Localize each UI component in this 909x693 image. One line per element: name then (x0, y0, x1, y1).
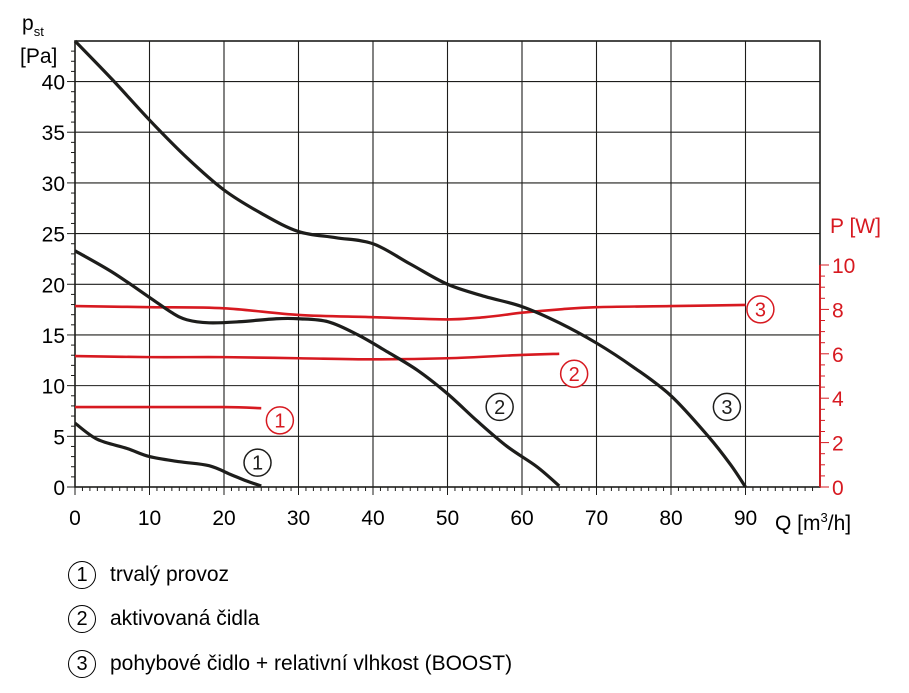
curve-label-text: 1 (252, 453, 263, 475)
x-tick-label: 60 (510, 507, 533, 530)
curve-label-text: 2 (569, 364, 580, 386)
y-right-tick-label: 4 (832, 388, 844, 411)
x-tick-label: 80 (659, 507, 682, 530)
y-right-tick-label: 2 (832, 433, 844, 456)
curve-label-circle (559, 359, 589, 389)
curve-label-right-1: 1 (265, 406, 295, 435)
tick-labels: 0 10 20 30 40 50 60 70 80 90 0 5 10 15 20 25 30 35 40 0 2 4 6 8… (42, 72, 856, 530)
curve-label-circle (485, 392, 514, 422)
curve-label-text: 2 (494, 397, 505, 419)
y-left-tick-label: 40 (42, 72, 65, 95)
curve-label-left-2: 2 (485, 392, 514, 422)
legend-marker-1: 1 (68, 561, 96, 589)
curve-label-right-2: 2 (559, 359, 589, 389)
pressure-curve-2 (74, 249, 561, 488)
legend-marker-2: 2 (68, 605, 96, 633)
legend-label-1: trvalý provoz (110, 563, 230, 586)
y-right-tick-label: 10 (832, 255, 855, 278)
curve-labels: 1 2 3 1 2 3 (243, 295, 775, 477)
y-left-tick-label: 5 (53, 426, 65, 449)
legend-item-2: 2 aktivovaná čidla (68, 605, 259, 633)
x-axis-title: Q [m3/h] (775, 510, 851, 535)
curve-label-left-1: 1 (243, 448, 272, 477)
y-left-tick-label: 35 (42, 122, 65, 145)
x-tick-label: 90 (734, 507, 757, 530)
curve-label-text: 1 (274, 410, 285, 432)
y-left-tick-label: 0 (53, 477, 65, 500)
legend-marker-3: 3 (68, 650, 96, 678)
y-left-tick-label: 25 (42, 224, 65, 247)
curve-label-left-3: 3 (712, 392, 742, 422)
x-tick-label: 10 (138, 507, 161, 530)
y-right-axis-title: P [W] (830, 215, 881, 238)
fan-performance-chart: 0 10 20 30 40 50 60 70 80 90 0 5 10 15 20 25 30 35 40 0 2 4 6 8… (20, 12, 881, 535)
tick-marks (67, 50, 829, 495)
power-curve-3 (74, 303, 746, 321)
curve-label-text: 3 (755, 299, 766, 321)
y-left-tick-label: 30 (42, 173, 65, 196)
curves (73, 39, 747, 488)
y-left-tick-label: 15 (42, 325, 65, 348)
legend-label-3: pohybové čidlo + relativní vlhkost (BOOS… (110, 652, 513, 675)
x-tick-label: 70 (585, 507, 608, 530)
y-left-tick-label: 10 (42, 376, 65, 399)
curve-label-circle (265, 406, 295, 435)
legend-item-1: 1 trvalý provoz (68, 561, 229, 589)
x-tick-label: 40 (361, 507, 384, 530)
curve-label-circle (243, 448, 272, 477)
legend-item-3: 3 pohybové čidlo + relativní vlhkost (BO… (68, 650, 512, 678)
power-curve-1 (75, 405, 262, 410)
x-tick-label: 30 (287, 507, 310, 530)
pressure-curve-3 (73, 39, 747, 488)
x-tick-label: 0 (69, 507, 81, 530)
y-right-tick-label: 8 (832, 299, 844, 322)
x-tick-label: 50 (436, 507, 459, 530)
y-right-tick-label: 0 (832, 477, 844, 500)
grid (74, 40, 821, 488)
y-left-axis-unit: [Pa] (20, 45, 57, 68)
y-left-axis-title: pst (22, 12, 44, 39)
curve-label-right-3: 3 (746, 295, 775, 324)
pressure-curve-1 (74, 421, 262, 488)
curve-label-text: 3 (721, 397, 732, 419)
power-curve-2 (74, 352, 560, 361)
x-tick-label: 20 (212, 507, 235, 530)
curve-label-circle (712, 392, 742, 422)
y-left-tick-label: 20 (42, 274, 65, 297)
y-right-tick-label: 6 (832, 344, 844, 367)
legend-label-2: aktivovaná čidla (110, 607, 260, 630)
curve-label-circle (746, 295, 775, 324)
